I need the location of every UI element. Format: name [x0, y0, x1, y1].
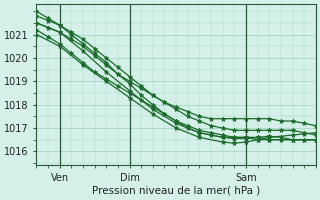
X-axis label: Pression niveau de la mer( hPa ): Pression niveau de la mer( hPa ) [92, 186, 260, 196]
